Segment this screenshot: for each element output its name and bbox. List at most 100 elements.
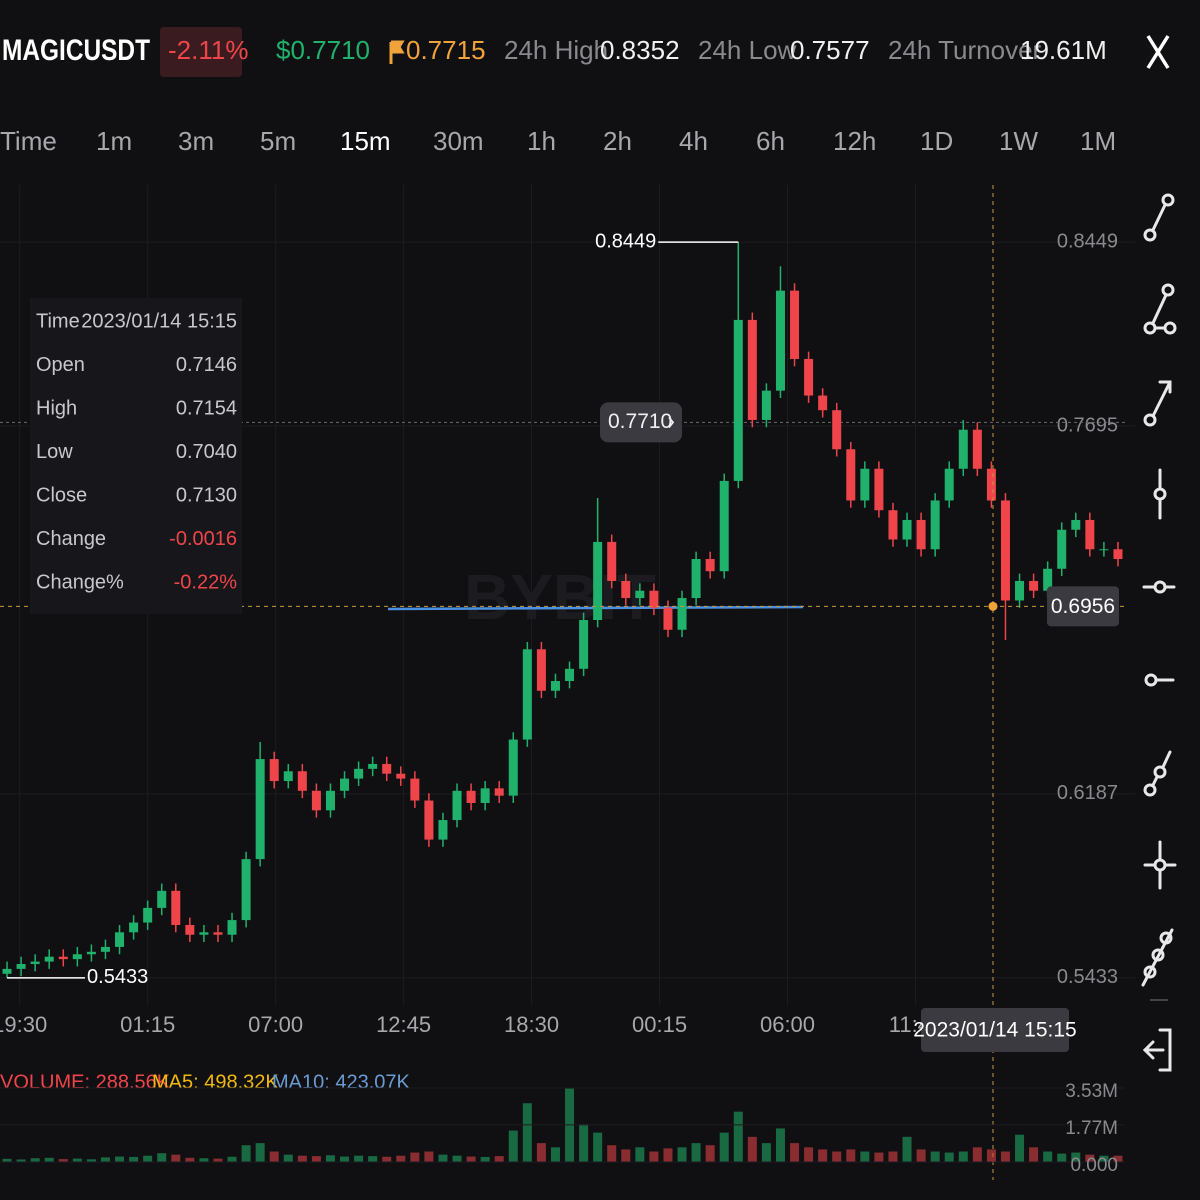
volume-bar bbox=[1043, 1151, 1053, 1162]
candle-body bbox=[340, 778, 350, 791]
x-tick-label: 06:00 bbox=[760, 1012, 815, 1037]
candle-body bbox=[593, 541, 603, 621]
trend-line-tool[interactable] bbox=[1143, 193, 1175, 242]
interval-tab[interactable]: 5m bbox=[260, 126, 296, 156]
candle-body bbox=[157, 890, 167, 908]
chevron-icon bbox=[668, 416, 675, 428]
volume-bar bbox=[536, 1143, 546, 1162]
candle-body bbox=[115, 932, 125, 947]
candle-body bbox=[1000, 500, 1010, 601]
candle-body bbox=[888, 510, 898, 540]
volume-bar bbox=[2, 1158, 12, 1162]
interval-tab[interactable]: 1m bbox=[96, 126, 132, 156]
volume-bar bbox=[747, 1136, 757, 1162]
candle-body bbox=[494, 788, 504, 796]
crosshair-price-label: 0.6956 bbox=[1051, 595, 1115, 618]
crosshair-dot bbox=[988, 601, 998, 611]
volume-bar bbox=[607, 1145, 617, 1162]
volume-bar bbox=[396, 1155, 406, 1162]
volume-bar bbox=[340, 1156, 350, 1162]
close-button[interactable] bbox=[1146, 35, 1170, 69]
volume-bar bbox=[269, 1151, 279, 1162]
interval-tab[interactable]: 1h bbox=[527, 126, 556, 156]
candle-body bbox=[522, 649, 532, 740]
x-tick-label: 01:15 bbox=[120, 1012, 175, 1037]
fib-tool[interactable] bbox=[1141, 928, 1174, 987]
close-icon[interactable] bbox=[1146, 35, 1170, 69]
volume-bar bbox=[171, 1154, 181, 1162]
interval-tab[interactable]: 2h bbox=[603, 126, 632, 156]
parallel-channel-tool[interactable] bbox=[1143, 750, 1172, 797]
candle-body bbox=[283, 771, 293, 782]
interval-tab: Time bbox=[0, 126, 57, 156]
candle-body bbox=[1085, 519, 1095, 550]
interval-tab[interactable]: 1D bbox=[920, 126, 953, 156]
candle-body bbox=[508, 739, 518, 796]
header-high-label: 24h High bbox=[504, 35, 608, 65]
ray-tool[interactable] bbox=[1143, 380, 1172, 427]
y-tick-label: 0.5433 bbox=[1057, 966, 1118, 988]
tooltip-label: Change bbox=[36, 528, 106, 550]
candle-body bbox=[916, 519, 926, 550]
volume-bar bbox=[761, 1143, 771, 1162]
candle-body bbox=[691, 559, 701, 599]
tooltip-value: 0.7146 bbox=[176, 354, 237, 376]
horizontal-ray-tool[interactable] bbox=[1144, 673, 1175, 687]
interval-tab[interactable]: 12h bbox=[833, 126, 876, 156]
candle-body bbox=[719, 480, 729, 572]
candle-body bbox=[775, 290, 785, 391]
interval-tab[interactable]: 1W bbox=[999, 126, 1038, 156]
candle-body bbox=[733, 319, 743, 481]
candle-body bbox=[480, 788, 490, 803]
volume-bar bbox=[733, 1111, 743, 1162]
candle-body bbox=[424, 800, 434, 840]
candle-body bbox=[58, 956, 68, 960]
toolbar bbox=[1141, 193, 1177, 1072]
exit-tool[interactable] bbox=[1142, 1028, 1172, 1072]
volume-bar bbox=[508, 1130, 518, 1162]
volume-bar bbox=[916, 1149, 926, 1162]
interval-tab[interactable]: 15m bbox=[340, 126, 391, 156]
volume-bar bbox=[283, 1154, 293, 1162]
y-tick-label: 0.7695 bbox=[1057, 414, 1118, 436]
candle-body bbox=[410, 778, 420, 801]
volume-bar bbox=[593, 1132, 603, 1162]
triangle-tool[interactable] bbox=[1143, 283, 1177, 335]
interval-tab[interactable]: 6h bbox=[756, 126, 785, 156]
candle-body bbox=[663, 607, 673, 630]
header-symbol: MAGICUSDT bbox=[2, 34, 150, 67]
volume-bar bbox=[930, 1151, 940, 1162]
volume-bar bbox=[30, 1158, 40, 1162]
candle-body bbox=[325, 790, 335, 811]
candle-body bbox=[607, 541, 617, 581]
cross-line-tool[interactable] bbox=[1142, 580, 1176, 594]
volume-bar bbox=[325, 1155, 335, 1162]
volume-bar bbox=[818, 1149, 828, 1162]
volume-bar bbox=[157, 1153, 167, 1162]
volume-bar bbox=[44, 1157, 54, 1162]
interval-tab[interactable]: 1M bbox=[1080, 126, 1116, 156]
interval-tab[interactable]: 4h bbox=[679, 126, 708, 156]
interval-tab[interactable]: 3m bbox=[178, 126, 214, 156]
candle-body bbox=[100, 946, 110, 952]
header-high: 0.8352 bbox=[600, 35, 680, 65]
header-low: 0.7577 bbox=[790, 35, 870, 65]
candle-body bbox=[143, 907, 153, 923]
candle-body bbox=[311, 790, 321, 811]
crosshair-tool[interactable] bbox=[1143, 840, 1177, 890]
candle-body bbox=[171, 890, 181, 925]
interval-tab[interactable]: 30m bbox=[433, 126, 484, 156]
volume-bar bbox=[494, 1156, 504, 1162]
candle-body bbox=[635, 590, 645, 599]
ma5-legend: MA5: 498.32K bbox=[152, 1071, 279, 1093]
volume-bar bbox=[1029, 1147, 1039, 1162]
vertical-line-tool[interactable] bbox=[1153, 468, 1167, 520]
volume-bar bbox=[663, 1148, 673, 1162]
candle-body bbox=[297, 771, 307, 791]
volume-bar bbox=[691, 1143, 701, 1162]
last-price-pill[interactable] bbox=[600, 402, 682, 443]
volume-bar bbox=[255, 1143, 265, 1162]
